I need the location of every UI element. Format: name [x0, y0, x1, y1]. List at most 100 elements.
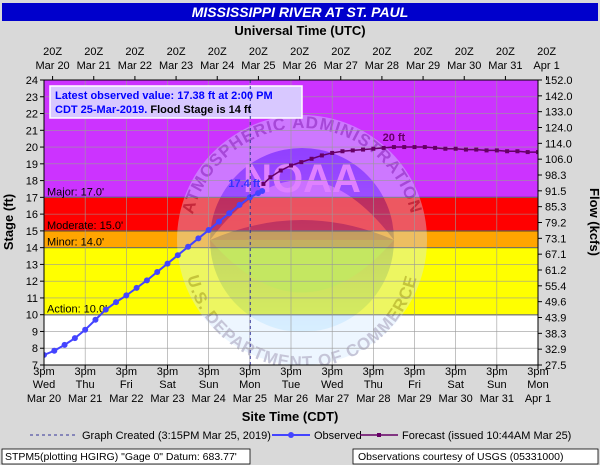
data-series — [44, 145, 538, 358]
bottom-tick-label-1-6: 3pm — [280, 366, 301, 378]
forecast-point-20 — [463, 147, 468, 152]
top-tick-label-1-0: 20Z — [43, 46, 62, 58]
noaa-watermark: ATMOSPHERIC ADMINISTRATION U.S. DEPARTME… — [177, 113, 427, 365]
top-tick-label-2-11: Mar 31 — [488, 60, 522, 72]
bottom-tick-label-3-12: Apr 1 — [525, 393, 551, 405]
bottom-axis-title: Site Time (CDT) — [242, 409, 339, 424]
top-tick-label-2-5: Mar 25 — [241, 60, 275, 72]
observed-point-10 — [143, 277, 150, 284]
y2-tick-label-0: 27.5 — [545, 360, 566, 372]
top-tick-label-1-5: 20Z — [249, 46, 268, 58]
forecast-point-23 — [494, 148, 499, 153]
observed-point-5 — [92, 316, 99, 323]
forecast-point-0 — [261, 181, 266, 186]
observed-point-9 — [133, 284, 140, 291]
bottom-tick-label-1-9: 3pm — [404, 366, 425, 378]
top-tick-label-2-12: Apr 1 — [533, 60, 559, 72]
y2-tick-label-15: 124.0 — [545, 123, 573, 135]
y2-tick-label-16: 133.0 — [545, 107, 573, 119]
y-axis-title: Stage (ft) — [1, 194, 16, 250]
y2-tick-label-14: 114.0 — [545, 138, 572, 150]
top-tick-label-2-6: Mar 26 — [282, 60, 316, 72]
observed-point-22 — [259, 187, 266, 194]
y-tick-label-5: 12 — [26, 276, 38, 288]
forecast-point-13 — [391, 145, 396, 150]
bottom-tick-label-1-4: 3pm — [198, 366, 219, 378]
bottom-tick-label-1-0: 3pm — [33, 366, 54, 378]
flood-band-label-0: Action: 10.0' — [47, 304, 107, 316]
y2-tick-label-11: 91.5 — [545, 186, 566, 198]
y-tick-label-7: 14 — [26, 243, 38, 255]
bottom-tick-label-3-0: Mar 20 — [27, 393, 61, 405]
y-tick-label-2: 9 — [32, 326, 38, 338]
series-line-1 — [262, 146, 538, 185]
forecast-peak-label: 20 ft — [383, 132, 406, 144]
bottom-tick-label-1-5: 3pm — [239, 366, 260, 378]
top-tick-label-2-4: Mar 24 — [200, 60, 234, 72]
observed-point-11 — [154, 268, 161, 275]
top-tick-label-2-1: Mar 21 — [77, 60, 111, 72]
y-tick-label-9: 16 — [26, 209, 38, 221]
top-tick-label-1-1: 20Z — [84, 46, 103, 58]
legend-observed: Observed — [314, 430, 362, 442]
forecast-point-21 — [474, 147, 479, 152]
observed-point-0 — [44, 351, 47, 358]
info-line-2: CDT 25-Mar-2019. Flood Stage is 14 ft — [55, 104, 252, 116]
y-tick-label-1: 8 — [32, 343, 38, 355]
bottom-tick-label-3-11: Mar 31 — [480, 393, 514, 405]
observed-point-4 — [82, 326, 89, 333]
forecast-point-18 — [443, 146, 448, 151]
legend-observed-marker — [288, 432, 294, 438]
bottom-tick-label-3-2: Mar 22 — [109, 393, 143, 405]
forecast-point-15 — [412, 145, 417, 150]
forecast-point-19 — [453, 146, 458, 151]
y-tick-label-11: 18 — [26, 176, 38, 188]
observed-point-8 — [123, 292, 130, 299]
bottom-tick-label-1-12: 3pm — [527, 366, 548, 378]
top-tick-label-1-10: 20Z — [455, 46, 474, 58]
top-tick-label-1-4: 20Z — [208, 46, 227, 58]
bottom-tick-label-2-2: Fri — [120, 379, 133, 391]
forecast-point-7 — [330, 150, 335, 155]
top-tick-label-1-8: 20Z — [372, 46, 391, 58]
flood-band-label-3: Major: 17.0' — [47, 186, 104, 198]
legend-forecast-marker — [377, 433, 381, 437]
info-line-2-flood-stage: Flood Stage is 14 ft — [147, 104, 251, 116]
observed-point-3 — [71, 335, 78, 342]
top-tick-label-2-8: Mar 28 — [365, 60, 399, 72]
forecast-point-25 — [515, 149, 520, 154]
flood-band-label-1: Minor: 14.0' — [47, 237, 104, 249]
observed-point-13 — [174, 252, 181, 259]
forecast-point-14 — [402, 145, 407, 150]
y-tick-label-13: 20 — [26, 142, 38, 154]
bottom-tick-label-3-8: Mar 28 — [356, 393, 390, 405]
y2-tick-label-12: 98.3 — [545, 170, 566, 182]
top-tick-label-1-3: 20Z — [167, 46, 186, 58]
y2-tick-label-6: 61.2 — [545, 265, 566, 277]
observed-point-6 — [102, 306, 109, 313]
observed-point-16 — [205, 227, 212, 234]
bottom-tick-label-2-4: Sun — [199, 379, 219, 391]
top-tick-label-1-9: 20Z — [414, 46, 433, 58]
y-tick-label-17: 24 — [26, 75, 38, 87]
bottom-tick-label-2-5: Mon — [239, 379, 260, 391]
top-tick-label-1-2: 20Z — [125, 46, 144, 58]
observed-point-2 — [61, 341, 68, 348]
top-tick-label-2-10: Mar 30 — [447, 60, 481, 72]
top-tick-label-2-7: Mar 27 — [324, 60, 358, 72]
forecast-point-8 — [340, 149, 345, 154]
bottom-tick-label-3-3: Mar 23 — [150, 393, 184, 405]
y-tick-label-10: 17 — [26, 192, 38, 204]
y2-tick-label-18: 152.0 — [545, 75, 573, 87]
bottom-tick-label-2-6: Tue — [282, 379, 301, 391]
observed-point-19 — [236, 201, 243, 208]
y2-tick-label-4: 49.6 — [545, 297, 566, 309]
top-tick-label-1-6: 20Z — [290, 46, 309, 58]
y-tick-label-4: 11 — [27, 293, 38, 305]
forecast-point-3 — [289, 163, 293, 168]
flood-band-label-2: Moderate: 15.0' — [47, 220, 123, 232]
forecast-point-9 — [350, 148, 355, 153]
y2-tick-label-17: 142.0 — [545, 91, 573, 103]
bottom-tick-label-3-4: Mar 24 — [192, 393, 226, 405]
